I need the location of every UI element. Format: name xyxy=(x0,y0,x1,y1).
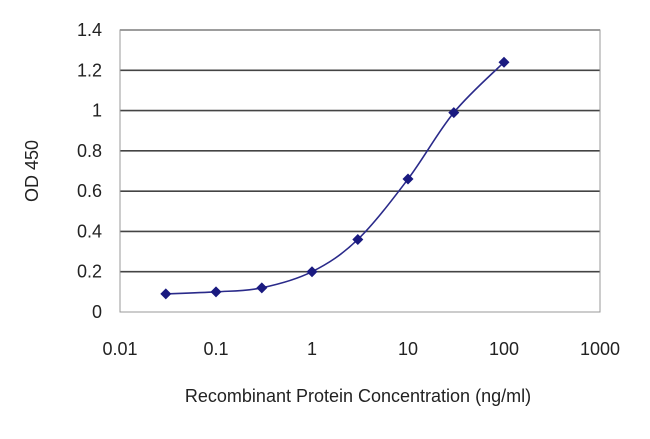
y-tick-label: 0 xyxy=(92,302,102,322)
x-tick-labels: 0.01 0.1 1 10 100 1000 xyxy=(102,339,620,359)
data-points xyxy=(160,56,510,300)
y-tick-labels: 0 0.2 0.4 0.6 0.8 1 1.2 1.4 xyxy=(77,20,102,322)
x-tick-label: 0.1 xyxy=(203,339,228,359)
y-tick-label: 1 xyxy=(92,101,102,121)
data-point xyxy=(352,233,364,245)
y-tick-label: 0.4 xyxy=(77,221,102,241)
data-point xyxy=(306,266,318,278)
y-tick-label: 0.2 xyxy=(77,262,102,282)
x-tick-label: 10 xyxy=(398,339,418,359)
y-tick-label: 0.6 xyxy=(77,181,102,201)
y-tick-label: 1.4 xyxy=(77,20,102,40)
data-point xyxy=(160,288,172,300)
x-tick-label: 100 xyxy=(489,339,519,359)
x-tick-label: 0.01 xyxy=(102,339,137,359)
y-tick-label: 0.8 xyxy=(77,141,102,161)
data-point xyxy=(448,107,460,119)
gridlines xyxy=(120,29,600,273)
x-axis-label: Recombinant Protein Concentration (ng/ml… xyxy=(185,386,531,406)
fitted-curve xyxy=(165,61,505,295)
x-tick-label: 1000 xyxy=(580,339,620,359)
x-tick-label: 1 xyxy=(307,339,317,359)
plot-frame xyxy=(119,29,601,313)
data-point xyxy=(498,56,510,68)
data-point xyxy=(256,282,268,294)
y-axis-label: OD 450 xyxy=(22,140,42,202)
data-point xyxy=(402,173,414,185)
data-point xyxy=(210,286,222,298)
y-tick-label: 1.2 xyxy=(77,60,102,80)
